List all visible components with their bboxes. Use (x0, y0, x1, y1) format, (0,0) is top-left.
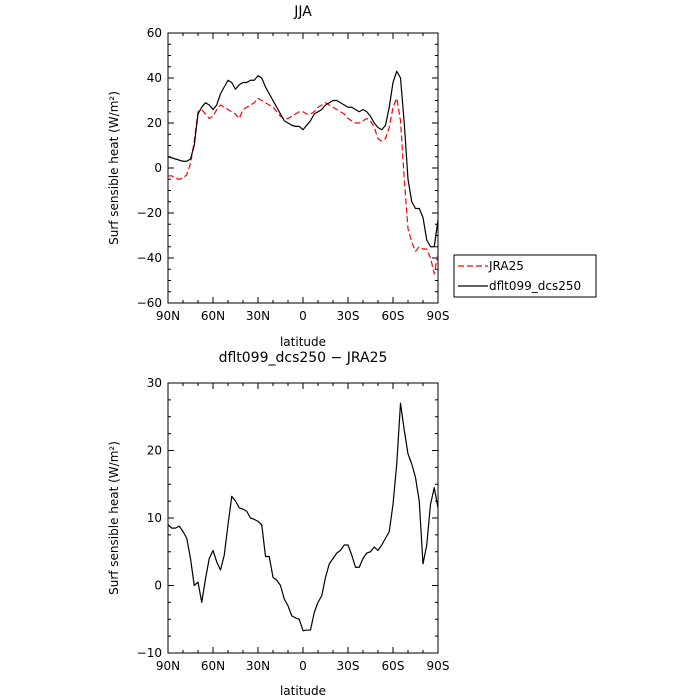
legend-box (453, 254, 597, 298)
top-y-tick-label: 40 (147, 71, 162, 85)
bottom-y-tick-label: 10 (147, 511, 162, 525)
bottom-plot-frame (167, 382, 439, 654)
top-series-group (167, 70, 439, 275)
top-x-tick-label: 90N (156, 309, 180, 323)
bottom-y-tick-label: −10 (137, 646, 162, 660)
top-y-axis-label: Surf sensible heat (W/m²) (107, 91, 121, 245)
bottom-x-tick-label: 0 (299, 659, 307, 673)
bottom-axis-ticks: 90N 60N 30N 0 30S 60S 90S −10 0 10 20 30 (137, 376, 450, 673)
top-x-tick-label: 90S (427, 309, 450, 323)
top-x-tick-label: 60N (201, 309, 225, 323)
legend-label-jra25: JRA25 (488, 259, 524, 273)
top-x-tick-label: 30N (246, 309, 270, 323)
top-x-tick-label: 30S (337, 309, 360, 323)
bottom-y-tick-label: 20 (147, 444, 162, 458)
bottom-x-tick-label: 30N (246, 659, 270, 673)
bottom-y-tick-label: 30 (147, 376, 162, 390)
bottom-series-group (167, 402, 439, 632)
bottom-x-tick-label: 90S (427, 659, 450, 673)
top-y-tick-label: 0 (154, 161, 162, 175)
bottom-panel: dflt099_dcs250 − JRA25 90N 60N 30N 0 30S 60S 9… (107, 350, 449, 698)
top-y-tick-label: 60 (147, 26, 162, 40)
top-x-tick-label: 0 (299, 309, 307, 323)
top-chart-title: JJA (293, 4, 312, 20)
bottom-x-tick-label: 60N (201, 659, 225, 673)
top-y-tick-label: −40 (137, 251, 162, 265)
bottom-series-line-difference (167, 402, 439, 632)
legend-label-dflt099: dflt099_dcs250 (489, 279, 581, 293)
top-panel: JJA 90N 60N 30N 0 30S 60S 90S−60−40−200204060 … (107, 4, 597, 349)
bottom-x-tick-label: 90N (156, 659, 180, 673)
top-axis-ticks: 90N 60N 30N 0 30S 60S 90S −60 −40 −20 0 20 40 60 (137, 26, 450, 323)
bottom-y-tick-label: 0 (154, 579, 162, 593)
bottom-y-axis-label: Surf sensible heat (W/m²) (107, 441, 121, 595)
bottom-x-tick-label: 60S (382, 659, 405, 673)
top-x-tick-label: 60S (382, 309, 405, 323)
legend: JRA25 dflt099_dcs250 (453, 254, 597, 298)
top-series-line-dflt099-dcs250 (167, 70, 439, 248)
top-y-tick-label: −20 (137, 206, 162, 220)
top-x-axis-label: latitude (280, 335, 326, 349)
bottom-x-tick-label: 30S (337, 659, 360, 673)
top-y-tick-label: −60 (137, 296, 162, 310)
bottom-x-axis-label: latitude (280, 684, 326, 698)
bottom-chart-title: dflt099_dcs250 − JRA25 (219, 350, 388, 366)
top-series-line-jra25 (168, 97, 439, 275)
top-y-tick-label: 20 (147, 116, 162, 130)
